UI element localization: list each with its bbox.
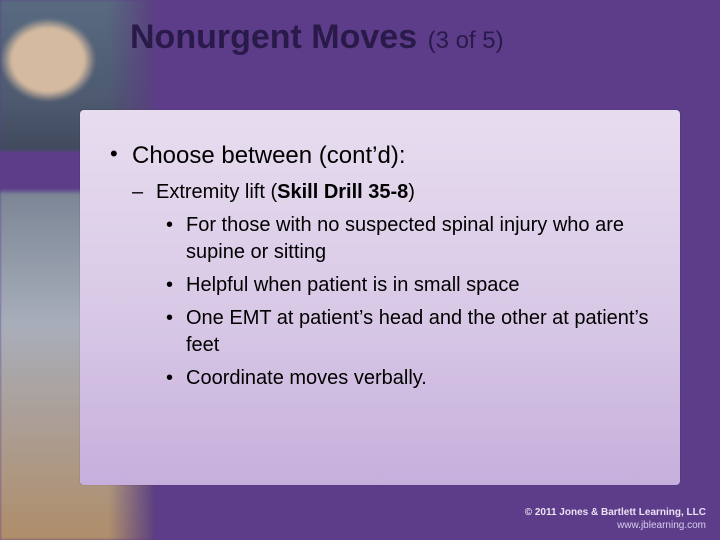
title-main: Nonurgent Moves [130,18,417,56]
level2-skill: Skill Drill 35-8 [277,181,408,203]
slide: Nonurgent Moves (3 of 5) Choose between … [0,0,720,540]
footer-url: www.jblearning.com [525,520,706,533]
bullet-level2: Extremity lift (Skill Drill 35-8) For th… [132,179,650,392]
level2-prefix: Extremity lift ( [156,181,277,203]
bullet-level3: One EMT at patient’s head and the other … [156,305,650,359]
bullet-level3-text: For those with no suspected spinal injur… [186,214,624,263]
bullet-level3-text: One EMT at patient’s head and the other … [186,307,649,356]
level2-suffix: ) [408,181,415,203]
title-sub: (3 of 5) [428,27,504,54]
bullet-level3: Helpful when patient is in small space [156,272,650,299]
footer: © 2011 Jones & Bartlett Learning, LLC ww… [525,507,706,532]
bullet-level3: For those with no suspected spinal injur… [156,212,650,266]
bullet-level3: Coordinate moves verbally. [156,365,650,392]
slide-title: Nonurgent Moves (3 of 5) [130,18,504,57]
bullet-level1-text: Choose between (cont’d): [132,142,406,169]
bullet-level1: Choose between (cont’d): Extremity lift … [110,140,650,392]
bullet-level3-text: Coordinate moves verbally. [186,367,427,389]
bullet-level3-text: Helpful when patient is in small space [186,274,520,296]
footer-copyright: © 2011 Jones & Bartlett Learning, LLC [525,507,706,520]
content-panel: Choose between (cont’d): Extremity lift … [80,110,680,485]
